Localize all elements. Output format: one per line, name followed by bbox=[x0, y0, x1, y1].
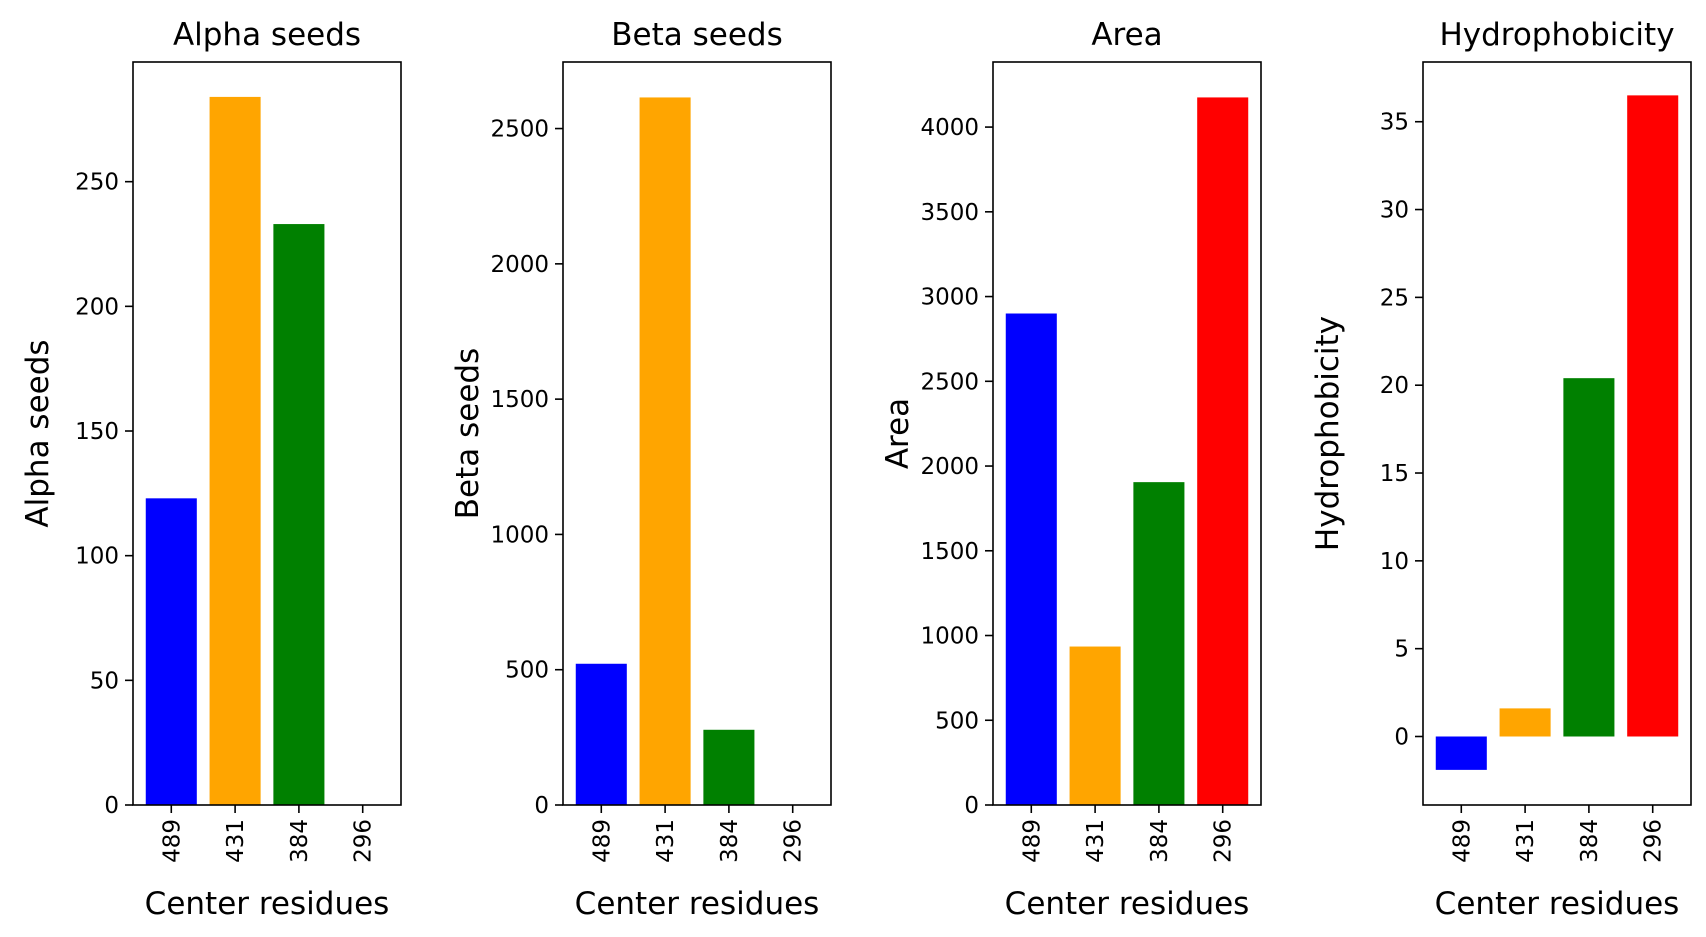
bar-431 bbox=[209, 96, 261, 805]
bar-384 bbox=[1133, 482, 1185, 805]
y-tick-label: 100 bbox=[75, 544, 119, 570]
y-axis-label: Alpha seeds bbox=[20, 339, 56, 527]
y-tick-label: 50 bbox=[90, 668, 119, 694]
chart-panel-2: 0 500 1000 1500 2000 2500 489 431 384 296 Beta see… bbox=[450, 17, 832, 922]
y-axis-label: Beta seeds bbox=[450, 348, 486, 519]
y-tick-label: 3000 bbox=[920, 285, 979, 311]
y-tick-label: 1500 bbox=[490, 387, 549, 413]
y-tick-label: 500 bbox=[935, 708, 979, 734]
x-axis-label: Center residues bbox=[1005, 886, 1250, 922]
chart-panel-3: 0 500 1000 1500 2000 2500 3000 3500 4000 489 431 38… bbox=[880, 17, 1262, 922]
chart-panel-1: 0 50 100 150 200 250 489 431 384 296 Alpha seeds Ce… bbox=[20, 17, 402, 922]
y-axis-label: Area bbox=[880, 398, 916, 469]
x-tick-label: 489 bbox=[1019, 819, 1045, 863]
bar-384 bbox=[273, 224, 325, 806]
y-tick-label: 2500 bbox=[920, 369, 979, 395]
plot-frame bbox=[992, 61, 1262, 806]
y-tick-label: 0 bbox=[104, 793, 119, 819]
y-tick-label: 150 bbox=[75, 419, 119, 445]
x-tick-label: 489 bbox=[589, 819, 615, 863]
x-tick-label: 431 bbox=[1083, 819, 1109, 863]
x-tick-label: 296 bbox=[781, 819, 807, 863]
y-tick-label: 200 bbox=[75, 294, 119, 320]
y-tick-label: 10 bbox=[1380, 549, 1409, 575]
plot-frame bbox=[132, 61, 402, 806]
y-tick-label: 35 bbox=[1380, 110, 1409, 136]
chart-title: Hydrophobicity bbox=[1439, 17, 1674, 53]
x-tick-label: 489 bbox=[1449, 819, 1475, 863]
plot-frame bbox=[562, 61, 832, 806]
y-tick-label: 25 bbox=[1380, 285, 1409, 311]
bar-296 bbox=[1627, 95, 1679, 737]
x-axis-label: Center residues bbox=[575, 886, 820, 922]
bar-489 bbox=[1435, 736, 1487, 770]
bar-489 bbox=[575, 663, 627, 805]
bar-431 bbox=[639, 97, 691, 805]
plot-frame bbox=[1422, 61, 1692, 806]
y-tick-label: 3500 bbox=[920, 200, 979, 226]
x-tick-label: 296 bbox=[1211, 819, 1237, 863]
x-tick-label: 431 bbox=[1513, 819, 1539, 863]
x-axis-label: Center residues bbox=[1435, 886, 1680, 922]
chart-panel-4: 0 5 10 15 20 25 30 35 489 431 384 296 Hydrophobicity… bbox=[1310, 17, 1692, 922]
chart-title: Beta seeds bbox=[611, 17, 782, 53]
x-tick-label: 384 bbox=[1147, 819, 1173, 863]
y-tick-label: 0 bbox=[964, 793, 979, 819]
bar-431 bbox=[1069, 646, 1121, 805]
x-tick-label: 296 bbox=[1641, 819, 1667, 863]
y-tick-label: 2000 bbox=[920, 454, 979, 480]
y-tick-label: 30 bbox=[1380, 198, 1409, 224]
y-tick-label: 250 bbox=[75, 170, 119, 196]
y-axis-label: Hydrophobicity bbox=[1310, 316, 1346, 551]
x-tick-label: 296 bbox=[351, 819, 377, 863]
y-tick-label: 0 bbox=[534, 793, 549, 819]
y-tick-label: 1000 bbox=[490, 522, 549, 548]
y-tick-label: 1000 bbox=[920, 624, 979, 650]
x-tick-label: 384 bbox=[1577, 819, 1603, 863]
y-tick-label: 5 bbox=[1394, 637, 1409, 663]
y-tick-label: 20 bbox=[1380, 373, 1409, 399]
y-tick-label: 15 bbox=[1380, 461, 1409, 487]
x-tick-label: 431 bbox=[223, 819, 249, 863]
bar-384 bbox=[703, 729, 755, 805]
bar-296 bbox=[1197, 97, 1249, 805]
bar-489 bbox=[1005, 313, 1057, 805]
chart-title: Area bbox=[1091, 17, 1162, 53]
chart-title: Alpha seeds bbox=[173, 17, 361, 53]
bar-489 bbox=[145, 498, 197, 805]
x-axis-label: Center residues bbox=[145, 886, 390, 922]
y-tick-label: 2000 bbox=[490, 252, 549, 278]
bar-384 bbox=[1563, 378, 1615, 737]
bar-431 bbox=[1499, 708, 1551, 737]
y-tick-label: 1500 bbox=[920, 539, 979, 565]
x-tick-label: 384 bbox=[287, 819, 313, 863]
y-tick-label: 500 bbox=[505, 658, 549, 684]
y-tick-label: 4000 bbox=[920, 115, 979, 141]
y-tick-label: 2500 bbox=[490, 117, 549, 143]
x-tick-label: 431 bbox=[653, 819, 679, 863]
x-tick-label: 489 bbox=[159, 819, 185, 863]
x-tick-label: 384 bbox=[717, 819, 743, 863]
y-tick-label: 0 bbox=[1394, 724, 1409, 750]
